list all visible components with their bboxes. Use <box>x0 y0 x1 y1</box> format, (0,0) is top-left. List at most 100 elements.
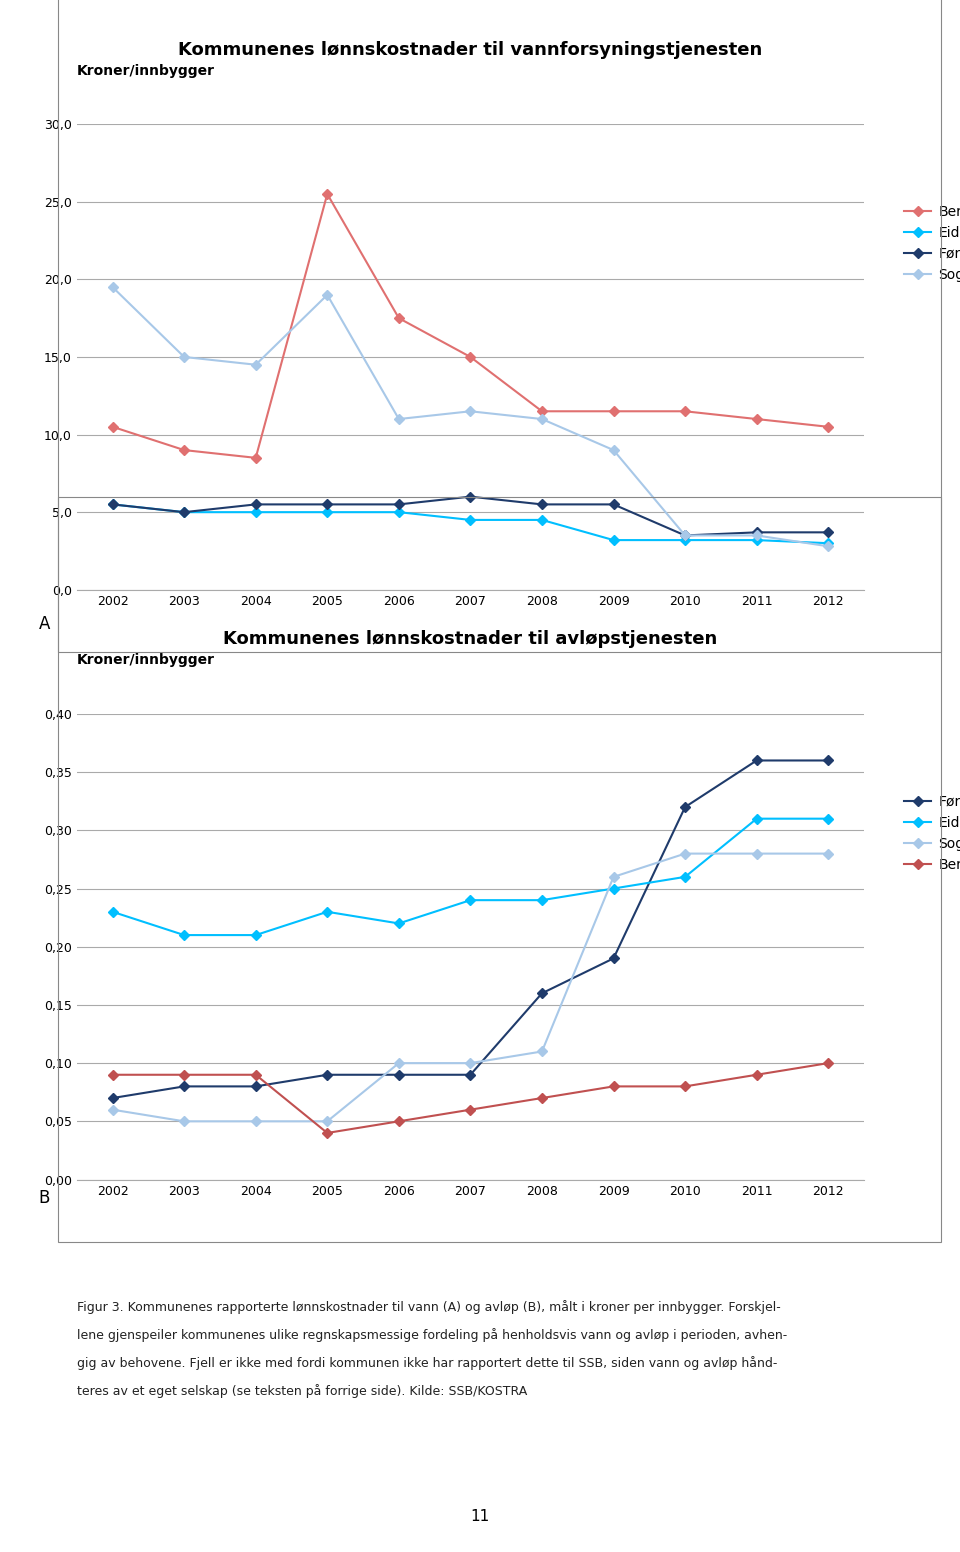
Eid <box>465 511 476 529</box>
Line: Bergen: Bergen <box>109 191 831 461</box>
Eid <box>179 503 190 521</box>
Sogndal <box>823 844 834 863</box>
Eid <box>537 511 548 529</box>
Førde <box>393 495 404 514</box>
Sogndal <box>393 1054 404 1072</box>
Eid <box>465 891 476 909</box>
Bergen <box>680 1077 691 1096</box>
Eid <box>250 503 261 521</box>
Eid <box>322 503 333 521</box>
Bergen <box>608 402 619 421</box>
Bergen <box>250 449 261 467</box>
Bergen <box>465 1100 476 1119</box>
Sogndal <box>250 1111 261 1130</box>
Bergen <box>823 1054 834 1072</box>
Sogndal <box>680 844 691 863</box>
Sogndal <box>179 1111 190 1130</box>
Eid <box>179 925 190 944</box>
Sogndal <box>322 286 333 304</box>
Legend: Førde, Eid, Sogndal, Bergen: Førde, Eid, Sogndal, Bergen <box>900 790 960 875</box>
Line: Sogndal: Sogndal <box>109 850 831 1125</box>
Sogndal <box>823 537 834 556</box>
Eid <box>823 534 834 553</box>
Bergen <box>393 309 404 327</box>
Eid <box>751 810 762 829</box>
Bergen <box>107 417 118 436</box>
Førde <box>680 526 691 545</box>
Eid <box>322 902 333 920</box>
Førde <box>608 948 619 968</box>
Førde <box>537 984 548 1003</box>
Førde <box>751 751 762 770</box>
Sogndal <box>107 1100 118 1119</box>
Sogndal <box>537 410 548 428</box>
Text: 11: 11 <box>470 1509 490 1524</box>
Eid <box>680 868 691 886</box>
Førde <box>680 798 691 816</box>
Text: Kroner/innbygger: Kroner/innbygger <box>77 653 215 667</box>
Eid <box>537 891 548 909</box>
Førde <box>322 495 333 514</box>
Førde <box>393 1065 404 1083</box>
Sogndal <box>751 526 762 545</box>
Bergen <box>608 1077 619 1096</box>
Sogndal <box>250 355 261 374</box>
Legend: Bergen, Eid, Førde, Sogndal: Bergen, Eid, Førde, Sogndal <box>900 200 960 286</box>
Sogndal <box>608 441 619 459</box>
Førde <box>179 503 190 521</box>
Line: Bergen: Bergen <box>109 1060 831 1136</box>
Bergen <box>179 1065 190 1083</box>
Bergen <box>250 1065 261 1083</box>
Førde <box>823 751 834 770</box>
Eid <box>751 531 762 549</box>
Eid <box>393 503 404 521</box>
Bergen <box>751 410 762 428</box>
Eid <box>680 531 691 549</box>
Text: Figur 3. Kommunenes rapporterte lønnskostnader til vann (A) og avløp (B), målt i: Figur 3. Kommunenes rapporterte lønnskos… <box>77 1301 780 1315</box>
Bergen <box>823 417 834 436</box>
Førde <box>465 487 476 506</box>
Førde <box>107 495 118 514</box>
Sogndal <box>751 844 762 863</box>
Eid <box>107 495 118 514</box>
Text: lene gjenspeiler kommunenes ulike regnskapsmessige fordeling på henholdsvis vann: lene gjenspeiler kommunenes ulike regnsk… <box>77 1329 787 1342</box>
Text: gig av behovene. Fjell er ikke med fordi kommunen ikke har rapportert dette til : gig av behovene. Fjell er ikke med fordi… <box>77 1356 778 1370</box>
Sogndal <box>680 526 691 545</box>
Sogndal <box>393 410 404 428</box>
Førde <box>107 1090 118 1108</box>
Eid <box>393 914 404 933</box>
Text: Kroner/innbygger: Kroner/innbygger <box>77 64 215 78</box>
Line: Sogndal: Sogndal <box>109 284 831 549</box>
Text: teres av et eget selskap (se teksten på forrige side). Kilde: SSB/KOSTRA: teres av et eget selskap (se teksten på … <box>77 1384 527 1398</box>
Text: B: B <box>38 1189 50 1207</box>
Sogndal <box>322 1111 333 1130</box>
Bergen <box>322 185 333 203</box>
Title: Kommunenes lønnskostnader til vannforsyningstjenesten: Kommunenes lønnskostnader til vannforsyn… <box>179 40 762 59</box>
Sogndal <box>465 402 476 421</box>
Eid <box>250 925 261 944</box>
Førde <box>250 1077 261 1096</box>
Bergen <box>107 1065 118 1083</box>
Sogndal <box>537 1043 548 1062</box>
Førde <box>751 523 762 542</box>
Førde <box>322 1065 333 1083</box>
Line: Førde: Førde <box>109 494 831 539</box>
Bergen <box>322 1124 333 1142</box>
Eid <box>823 810 834 829</box>
Eid <box>107 902 118 920</box>
Sogndal <box>107 278 118 296</box>
Førde <box>823 523 834 542</box>
Line: Eid: Eid <box>109 501 831 546</box>
Bergen <box>537 1090 548 1108</box>
Text: A: A <box>38 615 50 633</box>
Bergen <box>680 402 691 421</box>
Førde <box>608 495 619 514</box>
Førde <box>537 495 548 514</box>
Sogndal <box>179 348 190 366</box>
Sogndal <box>608 868 619 886</box>
Bergen <box>537 402 548 421</box>
Title: Kommunenes lønnskostnader til avløpstjenesten: Kommunenes lønnskostnader til avløpstjen… <box>224 630 717 649</box>
Bergen <box>465 348 476 366</box>
Eid <box>608 531 619 549</box>
Bergen <box>751 1065 762 1083</box>
